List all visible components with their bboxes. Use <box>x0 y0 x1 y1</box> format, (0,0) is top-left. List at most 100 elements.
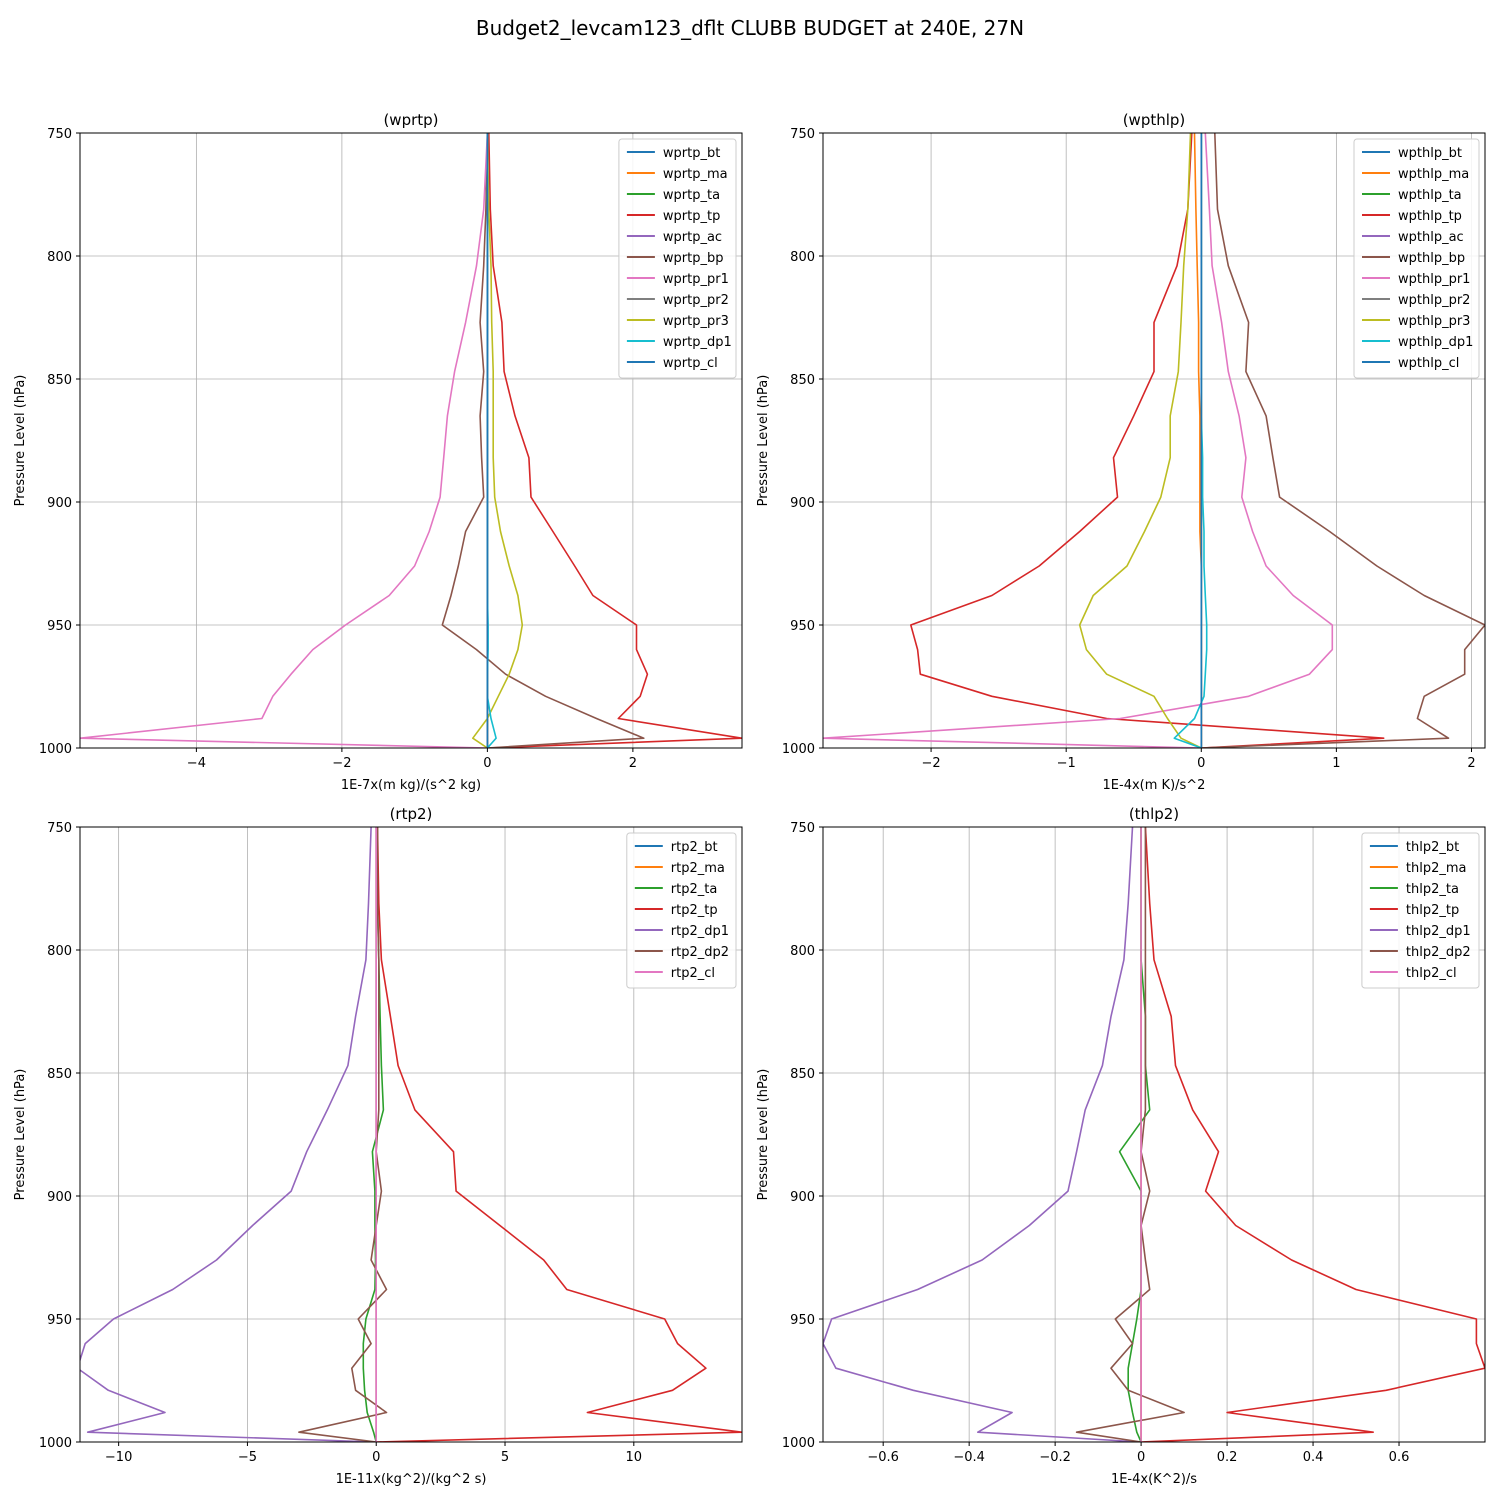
legend-label: wpthlp_ac <box>1398 230 1464 245</box>
series-line-rtp2_ta <box>362 827 385 1442</box>
x-tick-label: −2 <box>332 756 351 771</box>
series-group <box>823 133 1485 748</box>
chart-title: (wprtp) <box>383 111 438 129</box>
legend-label: wpthlp_pr1 <box>1398 272 1470 287</box>
x-tick-label: −2 <box>921 756 940 771</box>
x-axis-label: 1E-7x(m kg)/(s^2 kg) <box>341 778 481 793</box>
x-tick-label: 5 <box>501 1450 509 1465</box>
legend-label: rtp2_tp <box>671 903 718 918</box>
series-line-thlp2_dp1 <box>823 827 1142 1442</box>
chart-title: (thlp2) <box>1129 805 1179 823</box>
x-axis-label: 1E-4x(K^2)/s <box>1111 1472 1197 1487</box>
y-tick-label: 800 <box>790 944 815 959</box>
legend-label: wpthlp_ta <box>1398 188 1462 203</box>
x-tick-label: 0 <box>483 756 491 771</box>
x-tick-label: 0.6 <box>1389 1450 1410 1465</box>
legend-label: thlp2_bt <box>1406 840 1459 855</box>
plot-frame <box>79 826 743 1443</box>
legend-label: rtp2_ta <box>671 882 718 897</box>
legend-label: wprtp_cl <box>663 356 718 371</box>
series-line-wprtp_tp <box>487 133 742 748</box>
y-tick-label: 850 <box>790 373 815 388</box>
legend-label: wprtp_ma <box>663 167 728 182</box>
legend: rtp2_bt rtp2_ma rtp2_ta rtp2_tp rtp2_dp1 rtp2… <box>626 832 737 989</box>
y-tick-label: 1000 <box>39 1436 72 1451</box>
legend-label: thlp2_dp1 <box>1406 924 1471 939</box>
legend-label: wprtp_pr3 <box>663 314 729 329</box>
y-tick-label: 900 <box>790 1190 815 1205</box>
y-tick-label: 800 <box>47 944 72 959</box>
y-axis-label: Pressure Level (hPa) <box>13 375 28 507</box>
series-line-wpthlp_bp <box>1201 133 1485 748</box>
legend-label: wprtp_dp1 <box>663 335 732 350</box>
legend: wprtp_bt wprtp_ma wprtp_ta wprtp_tp wprtp_ac… <box>618 138 737 379</box>
y-tick-label: 750 <box>790 127 815 142</box>
series-line-rtp2_dp2 <box>298 827 388 1442</box>
legend: wpthlp_bt wpthlp_ma wpthlp_ta wpthlp_tpwpth… <box>1353 138 1480 379</box>
series-line-wpthlp_tp <box>909 133 1385 748</box>
y-tick-label: 950 <box>790 1313 815 1328</box>
y-tick-label: 800 <box>47 250 72 265</box>
x-tick-label: −0.6 <box>867 1450 899 1465</box>
legend-label: rtp2_ma <box>671 861 725 876</box>
chart-title: (wpthlp) <box>1123 111 1186 129</box>
legend-box <box>626 832 737 989</box>
legend-label: wprtp_bp <box>663 251 724 266</box>
legend-label: wpthlp_bp <box>1398 251 1465 266</box>
series-group <box>80 827 742 1442</box>
y-tick-label: 950 <box>790 619 815 634</box>
legend-label: wpthlp_bt <box>1398 146 1462 161</box>
y-tick-label: 1000 <box>39 742 72 757</box>
legend-label: thlp2_cl <box>1406 966 1457 981</box>
series-line-wprtp_bp <box>441 133 645 748</box>
legend-label: wprtp_tp <box>663 209 720 224</box>
series-line-wpthlp_pr3 <box>1078 133 1202 748</box>
legend-box <box>618 138 737 379</box>
y-tick-label: 750 <box>47 821 72 836</box>
legend-label: wpthlp_tp <box>1398 209 1462 224</box>
legend-label: wpthlp_dp1 <box>1398 335 1473 350</box>
legend-label: wpthlp_cl <box>1398 356 1459 371</box>
y-tick-label: 850 <box>790 1067 815 1082</box>
x-tick-label: 0 <box>1137 1450 1145 1465</box>
chart-panel-4: −0.6 −0.4 −0.2 0 0.2 0.4 0.6 750 800 850 900 950 100… <box>756 805 1486 1487</box>
x-tick-label: −0.2 <box>1039 1450 1071 1465</box>
y-tick-label: 850 <box>47 373 72 388</box>
legend-label: rtp2_bt <box>671 840 718 855</box>
x-tick-label: 1 <box>1332 756 1340 771</box>
legend-label: thlp2_dp2 <box>1406 945 1471 960</box>
y-tick-label: 750 <box>47 127 72 142</box>
x-tick-label: 0.4 <box>1303 1450 1324 1465</box>
y-tick-label: 900 <box>790 496 815 511</box>
legend-label: wprtp_ta <box>663 188 720 203</box>
chart-panel-1: −4 −2 0 2 750 800 850 900 950 1000 (wprtp) 1E-7x(m … <box>13 111 743 793</box>
y-axis-label: Pressure Level (hPa) <box>756 1069 771 1201</box>
figure-title: Budget2_levcam123_dflt CLUBB BUDGET at 2… <box>475 16 1025 40</box>
x-tick-label: 0 <box>1197 756 1205 771</box>
y-tick-label: 800 <box>790 250 815 265</box>
legend-label: wpthlp_pr2 <box>1398 293 1470 308</box>
legend-label: rtp2_dp2 <box>671 945 729 960</box>
plot-frame <box>822 826 1486 1443</box>
chart-title: (rtp2) <box>390 805 433 823</box>
legend-box <box>1361 832 1480 989</box>
series-line-wpthlp_pr1 <box>823 133 1334 748</box>
legend-label: wprtp_pr2 <box>663 293 729 308</box>
series-line-thlp2_dp2 <box>1075 827 1185 1442</box>
series-group <box>80 133 742 748</box>
legend-label: thlp2_ta <box>1406 882 1459 897</box>
series-line-rtp2_tp <box>376 827 742 1442</box>
legend-label: wpthlp_ma <box>1398 167 1469 182</box>
y-tick-label: 950 <box>47 619 72 634</box>
y-tick-label: 1000 <box>782 742 815 757</box>
legend-label: rtp2_dp1 <box>671 924 729 939</box>
x-axis-label: 1E-4x(m K)/s^2 <box>1103 778 1206 793</box>
chart-panel-3: −10 −5 0 5 10 750 800 850 900 950 1000 (rtp2) 1E-11x… <box>13 805 743 1487</box>
legend-label: thlp2_tp <box>1406 903 1459 918</box>
x-tick-label: −4 <box>187 756 206 771</box>
series-line-rtp2_dp1 <box>80 827 377 1442</box>
y-tick-label: 950 <box>47 1313 72 1328</box>
legend-label: wprtp_pr1 <box>663 272 729 287</box>
y-tick-label: 900 <box>47 1190 72 1205</box>
